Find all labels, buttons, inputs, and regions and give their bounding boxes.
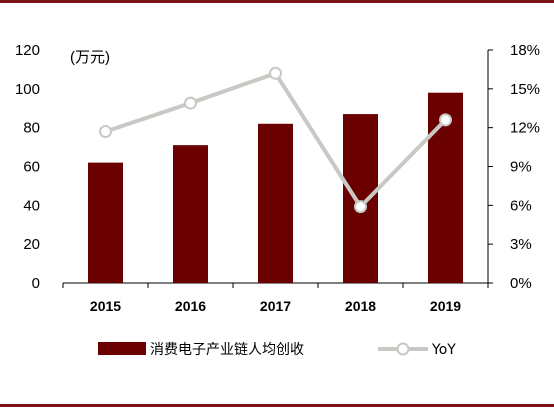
right-y-tick-label: 6% <box>510 197 532 214</box>
legend-bar-swatch <box>98 342 146 355</box>
left-y-tick-label: 40 <box>23 197 40 214</box>
left-y-tick-labels: 0 20 40 60 80 100 120 <box>15 42 40 292</box>
yoy-point <box>269 66 282 80</box>
bar-series <box>88 92 463 284</box>
left-y-tick-label: 120 <box>15 42 40 59</box>
x-tick-label: 2016 <box>175 298 206 314</box>
legend-bar-label: 消费电子产业链人均创收 <box>150 342 304 358</box>
right-y-tick-label: 15% <box>510 81 540 98</box>
right-y-tick-label: 9% <box>510 159 532 176</box>
yoy-point <box>354 200 367 214</box>
x-tick-label: 2017 <box>260 298 291 314</box>
bar <box>258 123 293 284</box>
bar <box>173 145 208 283</box>
x-tick-label: 2018 <box>345 298 376 314</box>
legend-line-marker <box>396 342 410 356</box>
bottom-border <box>0 404 554 407</box>
x-tick-labels: 2015 2016 2017 2018 2019 <box>62 283 489 314</box>
yoy-point <box>439 113 452 127</box>
right-y-tick-label: 12% <box>510 120 540 137</box>
left-y-tick-label: 100 <box>15 81 40 98</box>
left-y-tick-label: 20 <box>23 236 40 253</box>
top-border <box>0 0 554 3</box>
legend: 消费电子产业链人均创收 YoY <box>98 342 456 358</box>
legend-line-label: YoY <box>431 342 456 358</box>
x-tick-label: 2019 <box>430 298 461 314</box>
yoy-line-series <box>99 66 452 214</box>
left-y-tick-label: 0 <box>32 275 40 292</box>
x-tick-label: 2015 <box>90 298 121 314</box>
yoy-point <box>184 96 197 110</box>
left-y-tick-label: 60 <box>23 159 40 176</box>
right-y-tick-label: 0% <box>510 275 532 292</box>
bar <box>88 162 123 283</box>
yoy-point <box>99 125 112 139</box>
right-y-tick-label: 3% <box>510 236 532 253</box>
right-y-tick-labels: 0% 3% 6% 9% 12% 15% 18% <box>488 42 540 292</box>
unit-label: (万元) <box>70 49 110 66</box>
bar <box>343 114 378 283</box>
right-y-tick-label: 18% <box>510 42 540 59</box>
left-y-tick-label: 80 <box>23 120 40 137</box>
